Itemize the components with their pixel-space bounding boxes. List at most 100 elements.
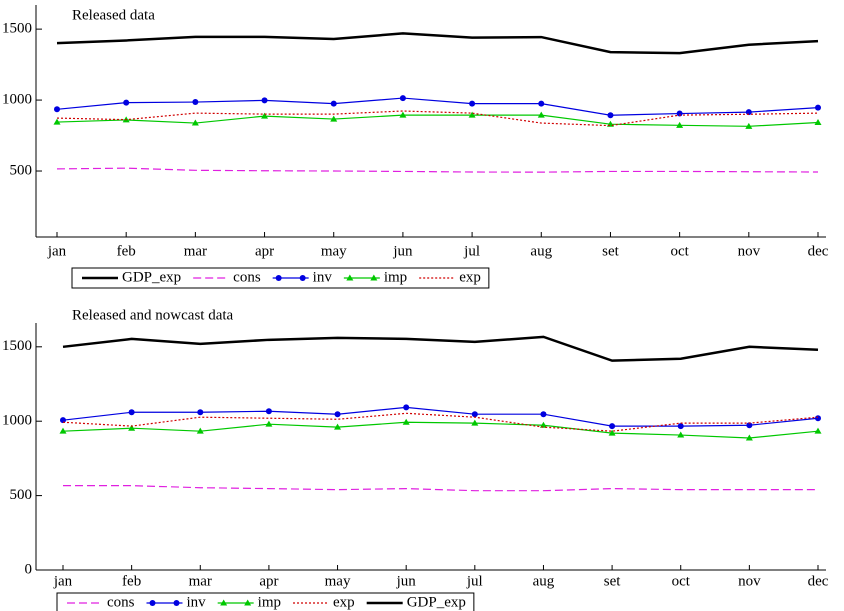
point [471, 411, 478, 418]
point [334, 423, 342, 430]
point [54, 106, 60, 113]
series-line [62, 335, 819, 362]
legend-marker [244, 599, 252, 606]
y-tick-label: 500 [10, 162, 33, 178]
x-tick-label: dec [808, 573, 829, 589]
point [330, 115, 338, 122]
x-tick-label: oct [672, 573, 691, 589]
y-tick-label: 1000 [2, 413, 32, 429]
point [676, 121, 684, 128]
x-tick-label: jul [466, 573, 483, 589]
x-tick-label: feb [117, 243, 136, 259]
point [261, 112, 269, 119]
legend-label: inv [187, 594, 207, 610]
legend-box [56, 592, 475, 611]
point [265, 408, 272, 415]
x-tick-label: aug [533, 573, 555, 589]
point [746, 422, 753, 429]
point [468, 111, 476, 118]
legend-marker [173, 600, 180, 606]
x-tick-label: oct [670, 243, 689, 259]
x-tick-label: set [602, 243, 619, 259]
point [196, 427, 204, 434]
series-line [56, 32, 819, 55]
x-tick-label: may [321, 243, 347, 259]
x-tick-label: jun [392, 243, 413, 259]
y-tick-label: 500 [10, 487, 33, 503]
legend-marker [346, 274, 354, 281]
point [814, 118, 822, 125]
y-tick-label: 0 [25, 561, 33, 577]
x-tick-label: jul [463, 243, 480, 259]
legend-marker [220, 599, 228, 606]
point [53, 118, 61, 125]
point [539, 421, 547, 428]
point [469, 100, 476, 107]
point [745, 434, 753, 441]
point [59, 427, 67, 434]
point [538, 100, 545, 107]
legend-marker [370, 274, 378, 281]
point [745, 109, 752, 116]
x-tick-label: jan [53, 573, 73, 589]
point [814, 427, 822, 434]
y-tick-label: 1500 [2, 338, 32, 354]
legend-label: imp [258, 594, 281, 610]
point [399, 111, 407, 118]
legend-label: imp [384, 269, 407, 285]
point [197, 409, 204, 416]
series-line [56, 97, 819, 116]
x-tick-label: set [604, 573, 621, 589]
y-tick-label: 1500 [2, 21, 32, 37]
x-tick-label: jan [47, 243, 67, 259]
point [677, 431, 685, 438]
legend: GDP_exp cons inv imp exp [71, 267, 490, 289]
point [399, 95, 406, 102]
x-tick-label: aug [530, 243, 552, 259]
x-tick-label: mar [184, 243, 207, 259]
point [677, 423, 684, 430]
x-tick-label: jun [396, 573, 417, 589]
legend-marker [275, 275, 282, 281]
point [261, 97, 268, 104]
point [330, 100, 337, 107]
chart-title: Released data [72, 7, 155, 23]
point [60, 417, 66, 424]
point [815, 104, 821, 111]
point [609, 423, 616, 430]
legend: cons inv imp exp GDP_exp [56, 592, 475, 611]
x-tick-label: apr [259, 573, 278, 589]
legend-marker [299, 275, 306, 281]
legend-label: exp [459, 269, 481, 285]
point [191, 119, 199, 126]
y-tick-label: 1000 [2, 92, 32, 108]
point [815, 415, 821, 422]
x-tick-label: nov [738, 243, 761, 259]
series-line [62, 406, 819, 427]
legend-label: cons [233, 269, 261, 285]
point [265, 420, 273, 427]
point [128, 424, 136, 431]
x-tick-label: may [325, 573, 351, 589]
point [608, 429, 616, 436]
x-tick-label: apr [255, 243, 274, 259]
point [192, 99, 199, 106]
legend-label: GDP_exp [407, 594, 466, 610]
legend-label: inv [313, 269, 333, 285]
legend-label: GDP_exp [122, 269, 181, 285]
legend-label: cons [107, 594, 135, 610]
x-tick-label: mar [189, 573, 212, 589]
point [128, 409, 135, 416]
point [334, 411, 341, 418]
point [403, 404, 410, 411]
point [402, 418, 410, 425]
point [540, 411, 547, 418]
point [676, 110, 683, 117]
series-line [62, 421, 819, 439]
point [537, 111, 545, 118]
x-tick-label: dec [808, 243, 829, 259]
point [471, 419, 479, 426]
series-line [56, 110, 819, 127]
